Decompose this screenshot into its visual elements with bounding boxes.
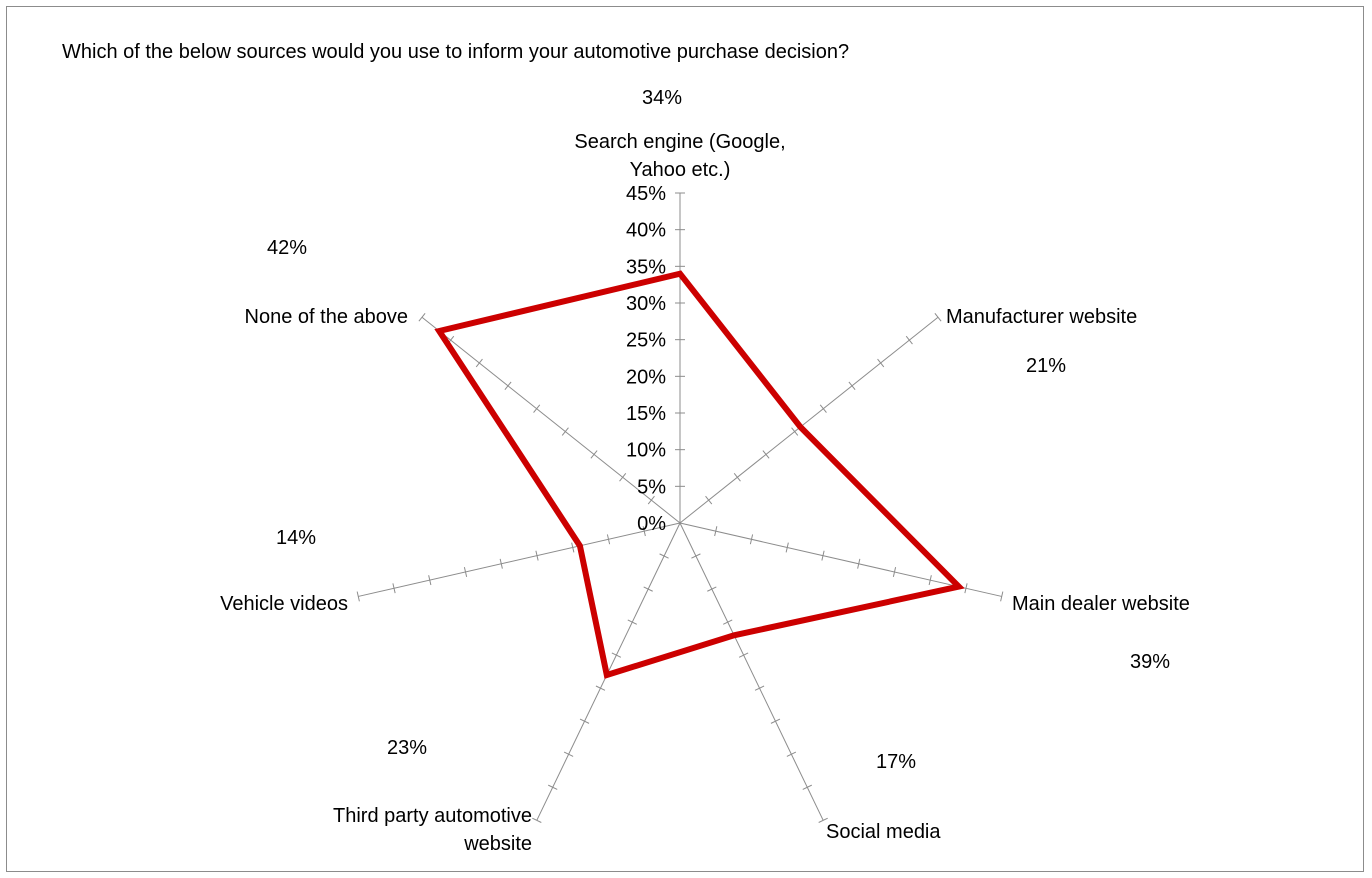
axis-tick	[548, 784, 558, 790]
axis-spoke-5	[358, 522, 681, 597]
axis-tick	[928, 575, 932, 586]
data-point-1	[799, 426, 801, 428]
axis-tick	[905, 335, 913, 345]
axis-tick	[563, 751, 574, 757]
chart-frame	[6, 6, 1364, 872]
data-label: 21%	[1026, 355, 1066, 377]
axis-tick	[619, 473, 627, 482]
axis-tick	[802, 784, 812, 790]
axis-tick	[749, 534, 754, 545]
tick-label: 5%	[637, 476, 666, 498]
axis-tick	[392, 583, 396, 594]
axis-tick	[643, 586, 653, 592]
data-label: 39%	[1130, 651, 1170, 673]
category-label: None of the above	[245, 306, 408, 328]
axis-tick	[475, 358, 483, 368]
axis-tick	[606, 534, 611, 545]
axis-tick	[647, 495, 655, 505]
category-label: Third party automotive website	[333, 805, 532, 855]
data-label: 34%	[642, 87, 682, 109]
axis-tick	[627, 619, 637, 625]
series-line	[434, 270, 965, 679]
axis-tick	[642, 526, 646, 537]
axis-tick	[821, 550, 825, 561]
tick-label: 40%	[626, 220, 666, 242]
axis-tick	[1000, 591, 1004, 602]
axis-tick	[561, 427, 569, 436]
category-label: Manufacturer website	[946, 306, 1137, 328]
axis-tick	[659, 553, 669, 559]
tick-label: 25%	[626, 330, 666, 352]
axis-tick	[428, 575, 432, 586]
axis-tick	[356, 591, 360, 602]
data-point-3	[733, 634, 735, 636]
axis-tick	[877, 358, 885, 368]
axis-tick	[504, 381, 512, 391]
tick-label: 20%	[626, 366, 666, 388]
data-point-2	[958, 586, 960, 588]
axis-tick	[463, 566, 468, 577]
axis-tick	[934, 313, 942, 322]
data-point-5	[579, 545, 581, 547]
axis-tick	[786, 751, 797, 757]
axis-tick	[418, 313, 426, 322]
axis-tick	[818, 817, 828, 823]
axis-tick	[707, 586, 717, 592]
data-label: 42%	[267, 237, 307, 259]
data-label: 17%	[876, 751, 916, 773]
series-layer	[434, 270, 965, 679]
axis-tick	[705, 495, 713, 505]
axis-tick	[892, 566, 897, 577]
axis-spoke-1	[679, 316, 939, 524]
axis-tick	[857, 558, 861, 569]
data-point-4	[606, 674, 608, 676]
axis-tick	[579, 718, 590, 724]
labels-layer: Search engine (Google, Yahoo etc.) Manufac…	[220, 87, 1190, 855]
category-label: Main dealer website	[1012, 593, 1190, 615]
axis-tick	[691, 553, 701, 559]
chart-title: Which of the below sources would you use…	[62, 41, 849, 63]
axis-tick	[499, 558, 503, 569]
tick-label: 35%	[626, 256, 666, 278]
axis-tick	[848, 381, 856, 391]
axis-spoke-2	[679, 522, 1002, 597]
tick-label: 45%	[626, 183, 666, 205]
category-label: Search engine (Google, Yahoo etc.)	[574, 131, 785, 181]
axis-tick	[964, 583, 968, 594]
axis-tick	[723, 619, 733, 625]
axis-tick	[590, 450, 598, 459]
axis-tick	[762, 450, 770, 459]
axis-tick	[819, 404, 827, 413]
axis-tick	[532, 817, 542, 823]
axis-tick	[533, 404, 541, 413]
axis-tick	[785, 542, 789, 553]
axis-spoke-3	[679, 522, 824, 821]
axis-tick	[535, 550, 539, 561]
tick-label: 0%	[637, 513, 666, 535]
axis-tick	[754, 685, 765, 691]
axis-tick	[791, 427, 799, 436]
axis-spoke-6	[421, 316, 681, 524]
axis-tick	[714, 526, 718, 537]
data-label: 23%	[387, 737, 427, 759]
axes-layer: 0% 5% 10% 15% 20% 25% 30% 35% 40% 45%	[356, 183, 1004, 823]
axis-tick	[738, 652, 749, 658]
axis-tick	[733, 473, 741, 482]
axis-tick	[611, 652, 622, 658]
tick-label: 15%	[626, 403, 666, 425]
tick-label: 10%	[626, 440, 666, 462]
axis-tick	[770, 718, 781, 724]
axis-tick	[571, 542, 575, 553]
data-point-6	[438, 330, 440, 332]
category-label: Vehicle videos	[220, 593, 348, 615]
axis-tick	[595, 685, 606, 691]
data-label: 14%	[276, 527, 316, 549]
tick-label: 30%	[626, 293, 666, 315]
category-label: Social media	[826, 821, 941, 843]
data-point-0	[679, 273, 681, 275]
